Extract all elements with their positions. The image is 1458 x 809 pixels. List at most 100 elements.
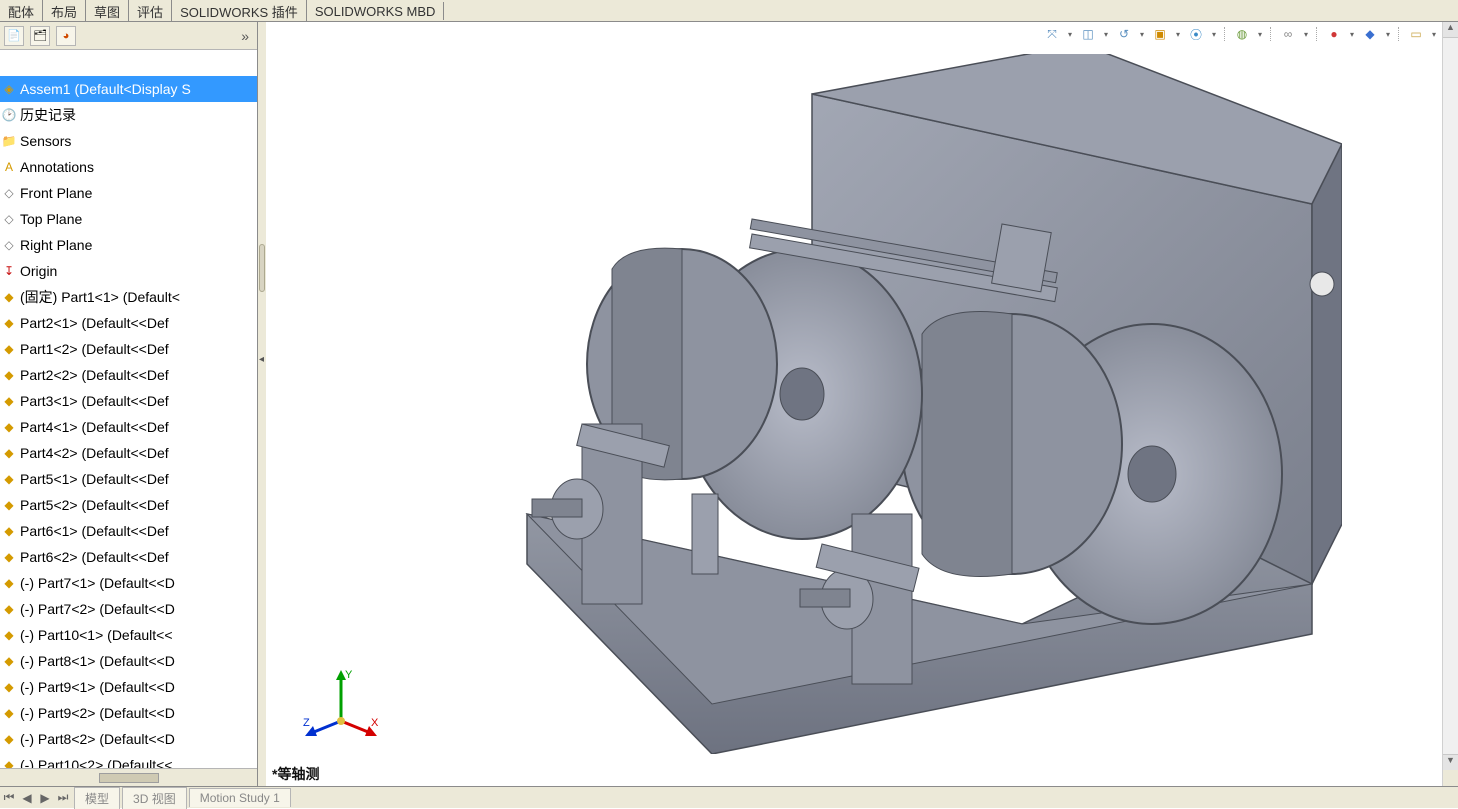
tree-item[interactable]: ◆(固定) Part1<1> (Default< [0,284,257,310]
zoom-window-icon[interactable]: ◫ [1080,26,1096,42]
panel-expand-button[interactable]: » [237,28,253,44]
dropdown-icon[interactable]: ▾ [1210,26,1218,42]
appearance-icon[interactable]: ● [1326,26,1342,42]
tree-item[interactable]: ↧Origin [0,258,257,284]
dropdown-icon[interactable]: ▾ [1348,26,1356,42]
scroll-down-button[interactable]: ▼ [1443,754,1458,770]
dropdown-icon[interactable]: ▾ [1138,26,1146,42]
config-icon: ◕ [63,30,70,42]
tree-item[interactable]: ◆ Part4<2> (Default<<Def [0,440,257,466]
tree-item[interactable]: ◆(-) Part9<1> (Default<<D [0,674,257,700]
heads-up-toolbar: ⤧ ▾ ◫ ▾ ↺ ▾ ▣ ▾ ⦿ ▾ ◍ ▾ ∞ ▾ ● ▾ ◆ ▾ ▭ ▾ [1044,24,1438,44]
tree-item-label: Part4<2> (Default<<Def [20,440,169,466]
dropdown-icon[interactable]: ▾ [1430,26,1438,42]
ribbon-tab[interactable]: 配体 [0,0,43,22]
tree-item[interactable]: ◆Part6<2> (Default<<Def [0,544,257,570]
tab-nav-prev[interactable]: ◀ [18,791,36,805]
tree-item[interactable]: ◇Front Plane [0,180,257,206]
dropdown-icon[interactable]: ▾ [1066,26,1074,42]
ribbon-tabs: 配体 布局 草图 评估 SOLIDWORKS 插件 SOLIDWORKS MBD [0,0,1458,22]
svg-text:X: X [371,717,379,729]
axis-triad: Y X Z [301,666,381,746]
tab-nav-next[interactable]: ▶ [36,791,54,805]
tree-item-label: Top Plane [20,206,82,232]
tree-item[interactable]: ◆Part4<1> (Default<<Def [0,414,257,440]
ribbon-tab[interactable]: SOLIDWORKS MBD [307,2,445,20]
tree-item[interactable]: ◆ Part2<1> (Default<<Def [0,310,257,336]
zoom-fit-icon[interactable]: ⤧ [1044,26,1060,42]
tree-item-label: (-) Part8<2> (Default<<D [20,726,175,752]
tree-item[interactable]: ◆(-) Part10<2> (Default<< [0,752,257,768]
tree-item[interactable]: ◆(-) Part7<2> (Default<<D [0,596,257,622]
scroll-corner [1443,770,1458,786]
bottom-tab[interactable]: 3D 视图 [122,787,187,809]
tree-item[interactable]: ◇Right Plane [0,232,257,258]
dropdown-icon[interactable]: ▾ [1302,26,1310,42]
tree-root[interactable]: ◈ Assem1 (Default<Display S [0,76,257,102]
tree-item[interactable]: ◇ Top Plane [0,206,257,232]
graphics-viewport[interactable]: ⤧ ▾ ◫ ▾ ↺ ▾ ▣ ▾ ⦿ ▾ ◍ ▾ ∞ ▾ ● ▾ ◆ ▾ ▭ ▾ [266,22,1458,786]
tab-config-manager[interactable]: ◕ [56,26,76,46]
tree-item[interactable]: ◆Part6<1> (Default<<Def [0,518,257,544]
tree-item[interactable]: ◆Part2<2> (Default<<Def [0,362,257,388]
part-icon: ◆ [2,758,16,768]
view-orient-icon[interactable]: ⦿ [1188,26,1204,42]
section-icon[interactable]: ▣ [1152,26,1168,42]
dropdown-icon[interactable]: ▾ [1174,26,1182,42]
tree-item[interactable]: ◆Part5<2> (Default<<Def [0,492,257,518]
part-icon: ◆ [2,290,16,304]
part-icon: ◆ [2,316,16,330]
scrollbar-thumb[interactable] [99,773,159,783]
scroll-up-button[interactable]: ▲ [1443,22,1458,38]
tab-feature-manager[interactable]: 📄 [4,26,24,46]
panel-splitter[interactable]: ◂ [258,22,266,786]
viewport-v-scrollbar[interactable]: ▲ ▼ [1442,22,1458,786]
bottom-tab[interactable]: 模型 [74,787,120,809]
ribbon-tab[interactable]: 布局 [43,0,86,22]
tree-item[interactable]: ◆Part5<1> (Default<<Def [0,466,257,492]
scene-icon[interactable]: ◆ [1362,26,1378,42]
tab-nav-first[interactable]: ⏮ [0,790,18,805]
ribbon-tab[interactable]: SOLIDWORKS 插件 [172,0,307,22]
ribbon-tab[interactable]: 草图 [86,0,129,22]
tree-item[interactable]: 🕑历史记录 [0,102,257,128]
splitter-caret[interactable]: ◂ [259,354,264,365]
toolbar-separator [1224,27,1228,41]
plane-icon: ◇ [2,212,16,226]
bottom-tab[interactable]: Motion Study 1 [189,788,291,807]
tab-nav-last[interactable]: ⏭ [54,790,72,805]
tree-item-label: 历史记录 [20,102,76,128]
part-icon: ◆ [2,394,16,408]
splitter-grip[interactable] [259,244,265,292]
part-icon: ◆ [2,446,16,460]
ann-icon: A [2,160,16,174]
tree-item-label: (-) Part8<1> (Default<<D [20,648,175,674]
dropdown-icon[interactable]: ▾ [1384,26,1392,42]
tree-item-label: (-) Part9<2> (Default<<D [20,700,175,726]
part-icon: ◆ [2,732,16,746]
part-icon: ◆ [2,706,16,720]
tree-item[interactable]: ◆Part3<1> (Default<<Def [0,388,257,414]
part-icon: ◆ [2,602,16,616]
hide-show-icon[interactable]: ∞ [1280,26,1296,42]
part-icon: ◆ [2,498,16,512]
tab-property-manager[interactable]: 🗂 [30,26,50,46]
dropdown-icon[interactable]: ▾ [1256,26,1264,42]
ribbon-tab[interactable]: 评估 [129,0,172,22]
tree-item[interactable]: AAnnotations [0,154,257,180]
tree-item[interactable]: ◆ (-) Part9<2> (Default<<D [0,700,257,726]
tree-item-label: Origin [20,258,57,284]
tree-item[interactable]: 📁Sensors [0,128,257,154]
tree-item-label: Part2<1> (Default<<Def [20,310,169,336]
render-tools-icon[interactable]: ▭ [1408,26,1424,42]
part-icon: ◆ [2,420,16,434]
tree-h-scrollbar[interactable] [0,768,257,786]
tree-item[interactable]: ◆Part1<2> (Default<<Def [0,336,257,362]
tree-item[interactable]: ◆(-) Part10<1> (Default<< [0,622,257,648]
tree-item[interactable]: ◆ (-) Part8<2> (Default<<D [0,726,257,752]
tree-item[interactable]: ◆(-) Part8<1> (Default<<D [0,648,257,674]
tree-item[interactable]: ◆(-) Part7<1> (Default<<D [0,570,257,596]
dropdown-icon[interactable]: ▾ [1102,26,1110,42]
display-style-icon[interactable]: ◍ [1234,26,1250,42]
prev-view-icon[interactable]: ↺ [1116,26,1132,42]
